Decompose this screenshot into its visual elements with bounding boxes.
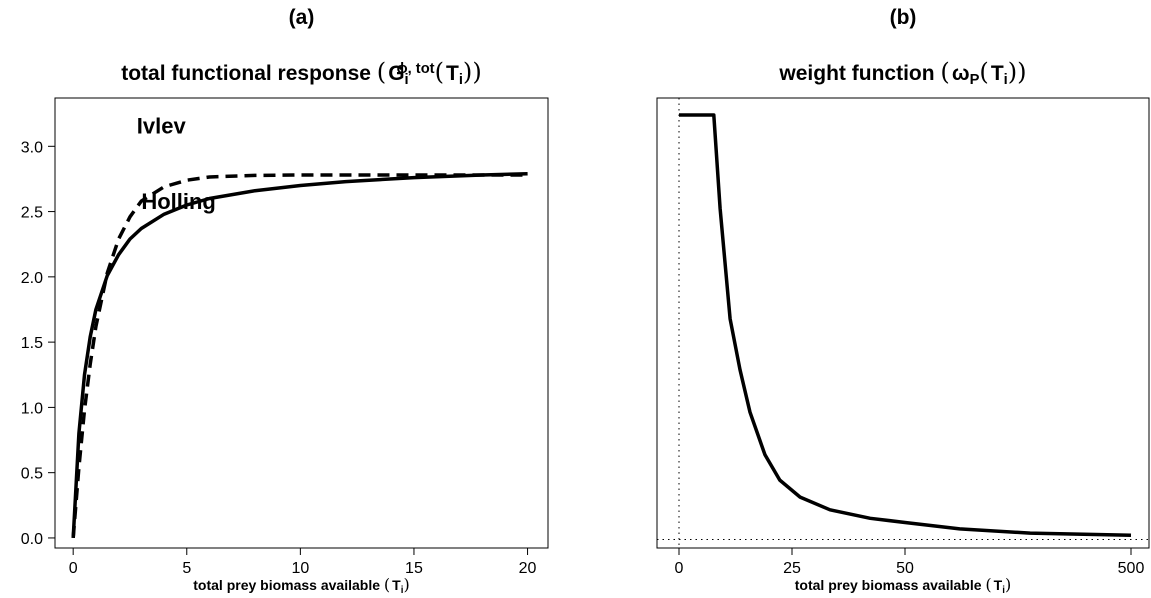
math-open: ( [940, 58, 949, 86]
math-sym: G [388, 62, 404, 85]
math-sym: T [392, 577, 401, 593]
x-tick-label: 0 [675, 560, 684, 577]
math-close: ) [463, 58, 472, 86]
math-sup: ϕ, tot [397, 61, 435, 77]
math-close: ) [1005, 575, 1011, 594]
title-text: weight function [778, 62, 934, 85]
math-sub: i [401, 585, 404, 596]
math-open: ( [435, 58, 444, 86]
math-sym: ω [952, 62, 970, 85]
y-tick-label: 0.0 [21, 531, 43, 548]
x-tick-label: 50 [896, 560, 914, 577]
y-tick-label: 0.5 [21, 466, 43, 483]
x-axis-title: total prey biomass available (Ti) [795, 575, 1012, 596]
x-tick-label: 25 [783, 560, 801, 577]
math-close: ) [472, 58, 481, 86]
chart-title: weight function (ωP(Ti)) [778, 58, 1026, 88]
math-sym: T [446, 62, 459, 85]
title-text: total functional response [121, 62, 371, 85]
annotation: Holling [141, 189, 216, 214]
math-sym: T [991, 62, 1004, 85]
math-open: ( [979, 58, 988, 86]
panel-label: (a) [289, 6, 315, 29]
plot-frame [54, 97, 549, 549]
series-line [679, 113, 1132, 538]
x-tick-label: 15 [405, 560, 423, 577]
panel-label: (b) [890, 6, 917, 29]
math-sub: i [1002, 585, 1005, 596]
x-tick-label: 5 [182, 560, 191, 577]
chart-title: total functional response (Giϕ, tot(Ti)) [121, 58, 482, 88]
x-axis-title-text: total prey biomass available [193, 577, 380, 593]
math-sub: P [970, 72, 980, 88]
series-line [71, 171, 528, 538]
math-close: ) [1017, 58, 1026, 86]
math-open: ( [384, 575, 390, 594]
y-tick-label: 1.5 [21, 335, 43, 352]
x-axis-title-text: total prey biomass available [795, 577, 982, 593]
x-tick-label: 20 [519, 560, 537, 577]
math-sub: i [1004, 72, 1008, 88]
x-tick-label: 500 [1118, 560, 1145, 577]
math-open: ( [377, 58, 386, 86]
x-tick-label: 10 [291, 560, 309, 577]
math-close: ) [403, 575, 409, 594]
math-open: ( [985, 575, 991, 594]
math-sub: i [405, 72, 409, 88]
x-tick-label: 0 [69, 560, 78, 577]
math-sym: T [994, 577, 1003, 593]
math-sub: i [459, 72, 463, 88]
y-tick-label: 3.0 [21, 139, 43, 156]
annotation: Ivlev [137, 113, 187, 138]
math-close: ) [1008, 58, 1017, 86]
y-tick-label: 2.5 [21, 205, 43, 222]
y-tick-label: 1.0 [21, 400, 43, 417]
y-tick-label: 2.0 [21, 270, 43, 287]
plot-frame [656, 97, 1150, 549]
x-axis-title: total prey biomass available (Ti) [193, 575, 410, 596]
